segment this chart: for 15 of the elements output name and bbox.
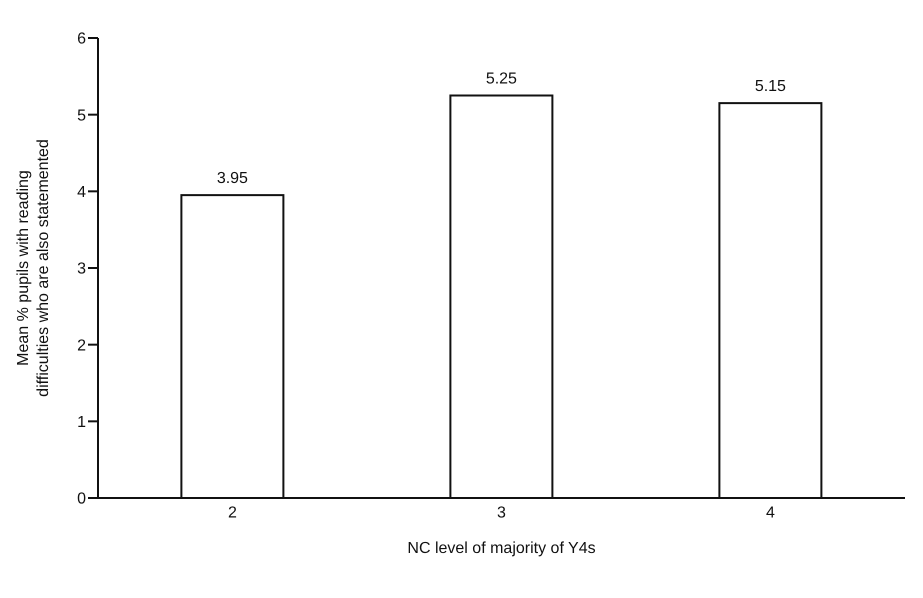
y-axis-title: Mean % pupils with reading difficulties who are also statemented <box>15 139 52 397</box>
data-label: 5.15 <box>754 78 786 96</box>
data-label: 5.25 <box>486 70 518 88</box>
y-tick-label: 2 <box>77 337 86 354</box>
y-tick-label: 3 <box>77 260 86 278</box>
y-tick-label: 4 <box>77 184 86 202</box>
x-tick-label: 4 <box>766 504 776 522</box>
x-axis-title: NC level of majority of Y4s <box>407 540 596 557</box>
x-tick-label: 2 <box>228 504 238 522</box>
y-tick-label: 6 <box>77 30 86 48</box>
data-label: 3.95 <box>216 170 248 188</box>
y-tick-label: 0 <box>77 490 86 508</box>
x-tick-label: 3 <box>497 504 506 522</box>
y-tick-label: 5 <box>77 107 86 124</box>
y-tick-label: 1 <box>77 414 86 432</box>
